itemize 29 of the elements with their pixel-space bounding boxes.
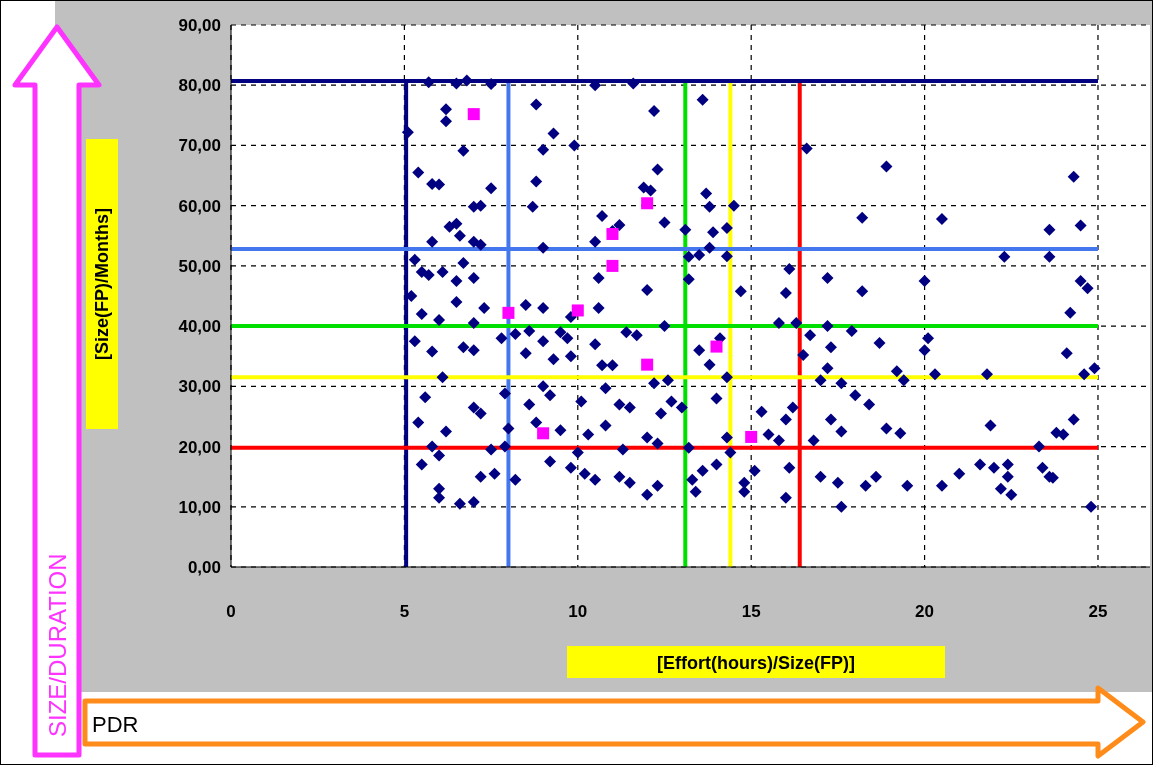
y-tick-label: 90,00 [178,15,221,35]
point [641,358,654,371]
y-tick-label: 20,00 [178,437,221,457]
point [502,306,515,319]
point [745,430,758,443]
text: SIZE/DURATION [44,553,71,737]
text: PDR [92,712,139,737]
y-tick-label: 30,00 [178,377,221,397]
x-tick-label: 15 [741,602,761,621]
point [710,340,723,353]
y-tick-label: 80,00 [178,76,221,96]
y-tick-label: 50,00 [178,256,221,276]
x-axis-title: [Effort(hours)/Size(FP)] [657,653,855,673]
y-tick-label: 10,00 [178,497,221,517]
x-tick-label: 10 [568,602,588,621]
y-axis-title: [Size(FP)/Months] [92,208,113,360]
y-tick-label: 70,00 [178,136,221,156]
x-tick-label: 0 [226,602,236,621]
x-tick-label: 5 [399,602,410,621]
y-tick-label: 40,00 [178,317,221,337]
x-tick-label: 20 [915,602,935,621]
y-tick-label: 0,00 [187,557,221,577]
point [537,427,550,440]
point [641,197,654,210]
y-tick-label: 60,00 [178,196,221,216]
point [467,108,480,121]
x-tick-label: 25 [1088,602,1108,621]
point [571,304,584,317]
point [606,259,619,272]
